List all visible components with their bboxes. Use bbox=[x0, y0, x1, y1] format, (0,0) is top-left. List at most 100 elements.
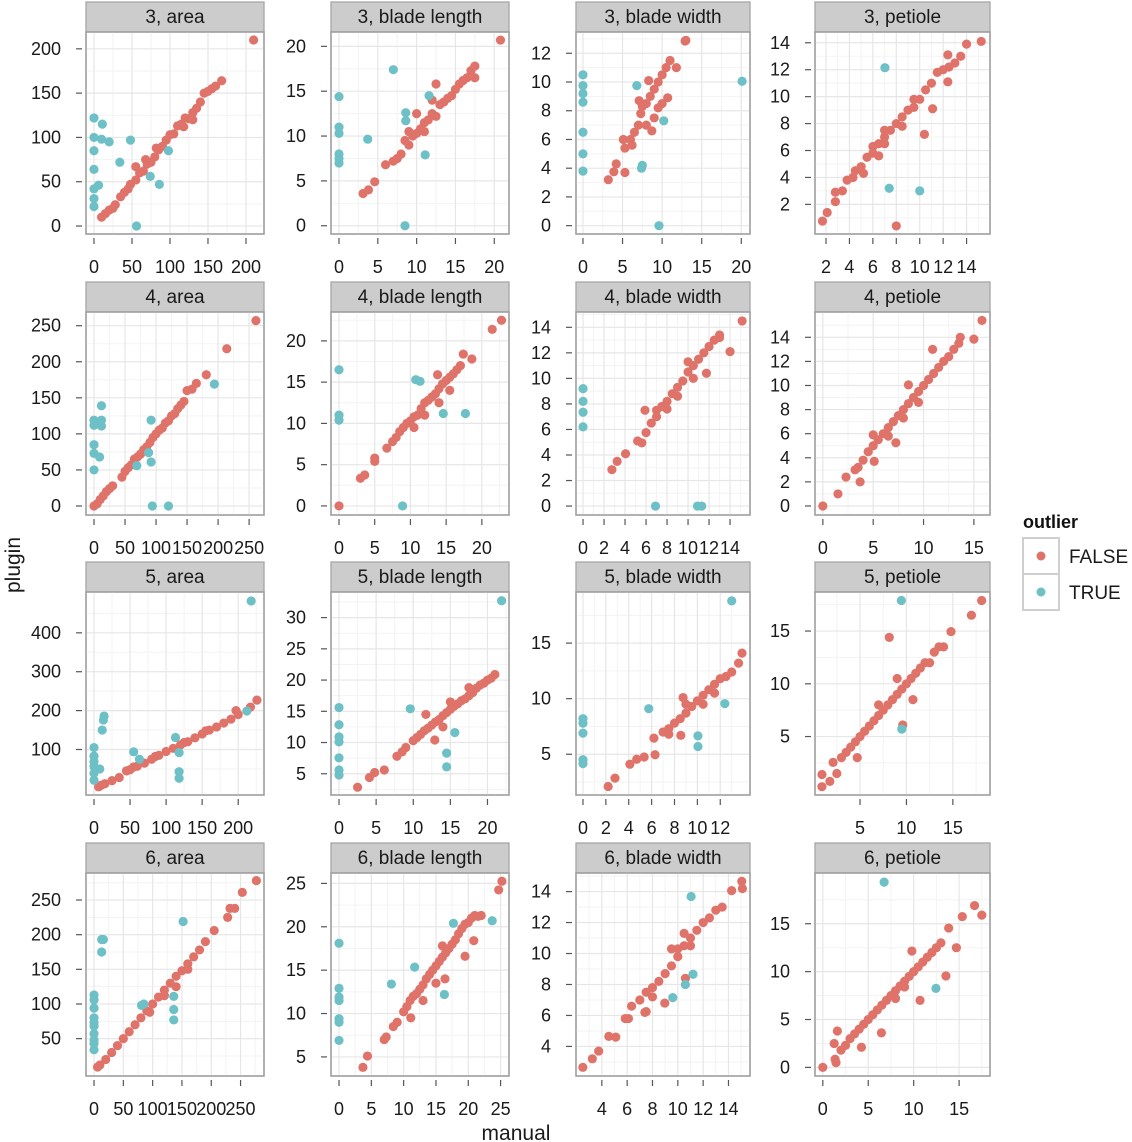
data-point bbox=[201, 726, 211, 736]
data-point bbox=[189, 952, 199, 962]
data-point bbox=[242, 706, 252, 716]
data-point bbox=[430, 735, 440, 745]
data-point bbox=[704, 913, 715, 923]
data-point bbox=[897, 724, 907, 734]
data-point bbox=[169, 991, 179, 1001]
facet-panel: 4, blade length 0 5 10 15 20 0 5 10 15 20 bbox=[286, 281, 510, 558]
y-tick-label: 10 bbox=[531, 368, 551, 388]
y-tick-label: 8 bbox=[541, 974, 551, 994]
data-point bbox=[818, 1062, 828, 1072]
y-tick-label: 14 bbox=[770, 33, 790, 53]
data-point bbox=[908, 695, 918, 705]
legend-entry-false: FALSE bbox=[1022, 537, 1128, 575]
data-point bbox=[379, 765, 389, 775]
data-point bbox=[876, 1028, 887, 1038]
facet-strip bbox=[85, 842, 265, 874]
data-point bbox=[129, 747, 139, 757]
data-point bbox=[891, 438, 901, 448]
panel-border bbox=[575, 591, 751, 796]
y-tick-label: 2 bbox=[541, 471, 551, 491]
data-point bbox=[96, 134, 107, 144]
data-point bbox=[646, 418, 656, 428]
data-point bbox=[89, 420, 99, 430]
facet-strip bbox=[814, 281, 991, 313]
x-tick-label: 5 bbox=[370, 538, 380, 558]
data-point bbox=[191, 378, 201, 388]
data-point bbox=[380, 160, 391, 170]
facet-title: 3, area bbox=[145, 7, 205, 28]
data-point bbox=[146, 457, 156, 467]
data-point bbox=[496, 596, 507, 606]
data-point bbox=[578, 1062, 588, 1072]
data-point bbox=[647, 982, 658, 993]
data-point bbox=[334, 415, 344, 425]
facet-title: 6, petiole bbox=[864, 848, 941, 869]
data-point bbox=[672, 391, 683, 401]
x-tick-label: 0 bbox=[578, 818, 588, 838]
data-point bbox=[620, 449, 631, 459]
x-tick-label: 6 bbox=[868, 257, 878, 277]
data-point bbox=[419, 126, 429, 137]
data-point bbox=[832, 1026, 842, 1036]
x-tick-label: 20 bbox=[731, 257, 751, 277]
data-point bbox=[951, 943, 961, 953]
facet-strip bbox=[814, 1, 991, 33]
data-point bbox=[662, 404, 672, 414]
x-tick-label: 12 bbox=[693, 1099, 713, 1119]
data-point bbox=[637, 438, 647, 448]
data-point bbox=[129, 762, 139, 772]
data-point bbox=[863, 447, 873, 457]
y-tick-label: 5 bbox=[296, 455, 306, 475]
legend-label-false: FALSE bbox=[1069, 547, 1128, 568]
data-point bbox=[639, 752, 649, 762]
facet-strip bbox=[85, 1, 265, 33]
data-point bbox=[603, 175, 613, 185]
x-tick-label: 100 bbox=[141, 538, 171, 558]
x-tick-label: 20 bbox=[458, 1099, 478, 1119]
data-point bbox=[879, 139, 890, 149]
data-point bbox=[98, 715, 108, 725]
y-tick-label: 15 bbox=[531, 633, 551, 653]
data-point bbox=[837, 186, 848, 196]
series-false bbox=[92, 876, 261, 1072]
y-tick-label: 14 bbox=[531, 317, 551, 337]
data-point bbox=[830, 197, 840, 207]
data-point bbox=[145, 171, 155, 182]
data-point bbox=[223, 912, 233, 922]
data-point bbox=[909, 94, 919, 104]
data-point bbox=[883, 423, 893, 433]
data-point bbox=[654, 976, 664, 986]
data-point bbox=[649, 113, 659, 123]
legend-title: outlier bbox=[1023, 512, 1078, 532]
data-point bbox=[381, 1032, 391, 1042]
x-tick-label: 2 bbox=[821, 257, 831, 277]
data-point bbox=[334, 702, 344, 713]
x-tick-label: 14 bbox=[720, 538, 740, 558]
data-point bbox=[897, 121, 907, 131]
y-tick-label: 5 bbox=[541, 744, 551, 764]
panel-border bbox=[575, 311, 751, 516]
y-tick-label: 150 bbox=[31, 388, 61, 408]
data-point bbox=[169, 1004, 179, 1015]
x-tick-label: 100 bbox=[155, 257, 185, 277]
data-point bbox=[360, 470, 370, 480]
series-false bbox=[334, 315, 507, 511]
data-point bbox=[688, 969, 698, 979]
data-point bbox=[898, 404, 909, 415]
x-tick-label: 12 bbox=[710, 818, 730, 838]
data-point bbox=[431, 978, 441, 988]
data-point bbox=[858, 455, 868, 465]
data-point bbox=[681, 708, 691, 718]
x-tick-label: 0 bbox=[89, 257, 99, 277]
facet-title: 3, petiole bbox=[864, 7, 941, 28]
y-tick-label: 8 bbox=[541, 394, 551, 414]
data-point bbox=[150, 751, 160, 762]
data-point bbox=[89, 1003, 99, 1013]
data-point bbox=[161, 746, 171, 757]
data-point bbox=[578, 422, 588, 432]
panel-border bbox=[575, 872, 751, 1077]
data-point bbox=[936, 938, 946, 948]
data-point bbox=[969, 334, 979, 344]
